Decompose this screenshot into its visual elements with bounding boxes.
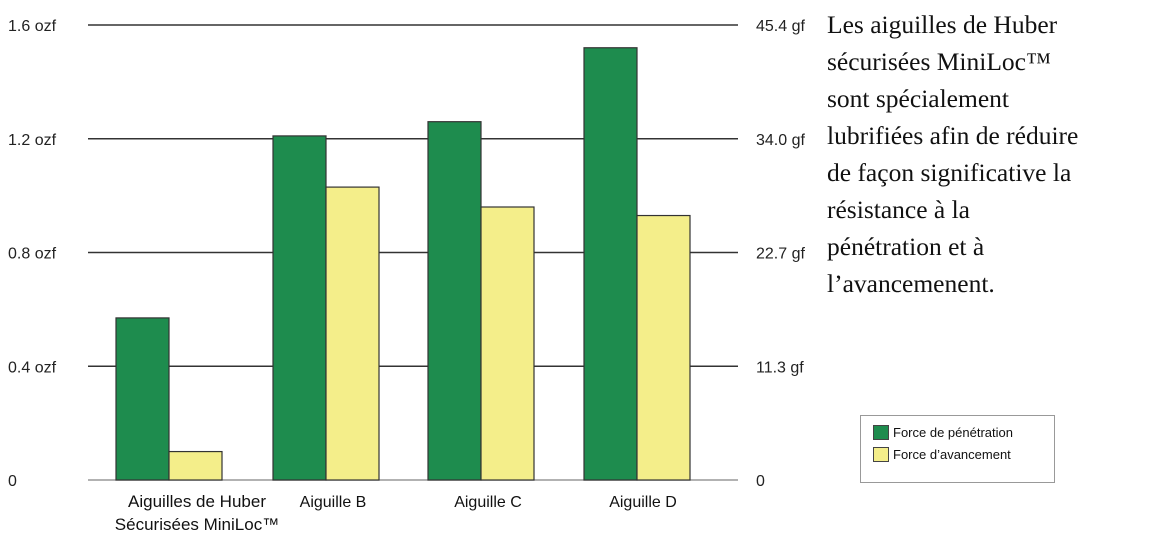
category-label: Aiguille B	[300, 494, 367, 511]
category-labels: Aiguilles de Huber Sécurisées MiniLoc™ Aig…	[115, 492, 677, 534]
left-tick-label: 0	[8, 473, 17, 490]
bar-advancement-force	[168, 450, 223, 481]
left-axis-ticks: 0 0.4 ozf 0.8 ozf 1.2 ozf 1.6 ozf	[8, 18, 57, 490]
bar-advancement-force	[636, 214, 691, 481]
description-line: résistance à la	[827, 195, 971, 224]
legend-item-penetration: Force de pénétration	[873, 425, 1013, 440]
description-line: Les aiguilles de Huber	[827, 10, 1058, 39]
bar-penetration-force	[272, 135, 327, 481]
description-line: l’avancemenent.	[827, 269, 995, 298]
right-tick-label: 0	[756, 473, 765, 490]
left-tick-label: 0.8 ozf	[8, 246, 57, 263]
right-tick-label: 11.3 gf	[756, 359, 804, 376]
category-label: Sécurisées MiniLoc™	[115, 515, 279, 534]
legend-label: Force de pénétration	[893, 425, 1013, 440]
legend-label: Force d’avancement	[893, 447, 1011, 462]
left-tick-label: 0.4 ozf	[8, 359, 57, 376]
right-tick-label: 45.4 gf	[756, 18, 805, 35]
left-tick-label: 1.2 ozf	[8, 132, 57, 149]
chart-legend: Force de pénétration Force d’avancement	[860, 415, 1055, 483]
left-tick-label: 1.6 ozf	[8, 18, 57, 35]
description-line: sécurisées MiniLoc™	[827, 47, 1051, 76]
bars	[115, 47, 691, 481]
right-tick-label: 22.7 gf	[756, 246, 805, 263]
category-label: Aiguille D	[609, 494, 677, 511]
bar-penetration-force	[583, 47, 638, 481]
category-label: Aiguille C	[454, 494, 522, 511]
bar-advancement-force	[325, 186, 380, 481]
legend-swatch-green	[873, 425, 889, 440]
right-tick-label: 34.0 gf	[756, 132, 805, 149]
bar-penetration-force	[427, 121, 482, 481]
description-text: Les aiguilles de Huber sécurisées MiniLo…	[827, 6, 1153, 302]
description-line: de façon significative la	[827, 158, 1072, 187]
right-axis-ticks: 0 11.3 gf 22.7 gf 34.0 gf 45.4 gf	[756, 18, 805, 490]
description-line: sont spécialement	[827, 84, 1009, 113]
bar-advancement-force	[480, 206, 535, 481]
description-line: pénétration et à	[827, 232, 985, 261]
category-label: Aiguilles de Huber	[128, 492, 266, 511]
legend-swatch-yellow	[873, 447, 889, 462]
legend-item-advancement: Force d’avancement	[873, 447, 1011, 462]
bar-penetration-force	[115, 317, 170, 481]
description-line: lubrifiées afin de réduire	[827, 121, 1079, 150]
